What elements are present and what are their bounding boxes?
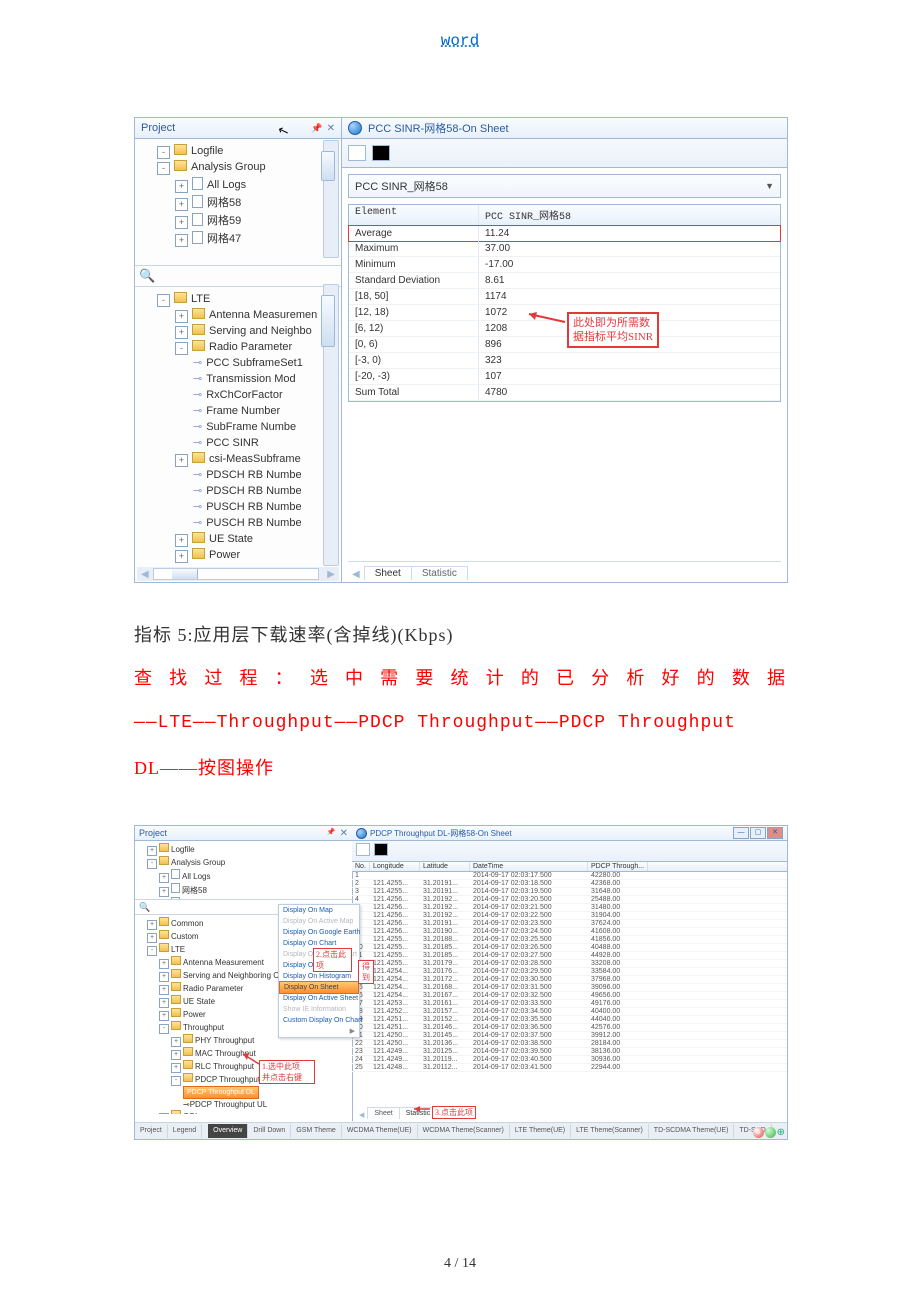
- header-link[interactable]: word: [441, 32, 479, 50]
- globe-icon: [356, 828, 367, 839]
- metric-5-title: 指标 5:应用层下载速率(含掉线)(Kbps): [134, 615, 786, 655]
- co2l2: 并点击右键: [262, 1072, 312, 1083]
- chevron-down-icon: ▼: [765, 181, 774, 191]
- tree-bottom[interactable]: -LTE+Antenna Measuremen+Serving and Neig…: [135, 287, 341, 575]
- callout-goto: 得到: [358, 960, 374, 984]
- stats-grid: Element PCC SINR_网格58 Average11.24Maximu…: [348, 204, 781, 402]
- project-tree-pane: Project ↖ 📌 ✕ -Logfile-Analysis Group+Al…: [135, 118, 342, 582]
- pin-icon[interactable]: 📌: [327, 828, 336, 839]
- col-longitude: Longitude: [370, 862, 420, 871]
- throughput-grid: No. Longitude Latitude DateTime PDCP Thr…: [352, 862, 787, 1072]
- scroll-thumb-top[interactable]: [321, 151, 335, 181]
- status-plus-icon: ⊕: [777, 1127, 785, 1138]
- tree-top[interactable]: -Logfile-Analysis Group+All Logs+网格58+网格…: [135, 139, 341, 266]
- col-latitude: Latitude: [420, 862, 470, 871]
- combo-text: PCC SINR_网格58: [355, 178, 448, 194]
- close-icon[interactable]: ✕: [327, 123, 335, 134]
- close-icon[interactable]: ✕: [340, 828, 348, 839]
- pin-icon[interactable]: 📌: [311, 123, 322, 134]
- callout-select-item: 1.选中此项 并点击右键: [259, 1060, 315, 1084]
- copy-icon[interactable]: [348, 145, 366, 161]
- tab-sheet[interactable]: Sheet: [364, 566, 412, 580]
- page-number: 4 / 14: [444, 1256, 476, 1272]
- save-icon[interactable]: [374, 843, 388, 856]
- co2l1: 1.选中此项: [262, 1061, 312, 1072]
- window-buttons: — ▢ ✕: [733, 827, 783, 839]
- sinr-detail-pane: PCC SINR-网格58-On Sheet PCC SINR_网格58 ▼ E…: [342, 118, 787, 582]
- screenshot-sinr-panel: Project ↖ 📌 ✕ -Logfile-Analysis Group+Al…: [134, 117, 788, 583]
- save-icon[interactable]: [372, 145, 390, 161]
- s2-right-toolbar: [352, 841, 787, 862]
- pane-window-controls: 📌 ✕: [311, 123, 335, 134]
- right-pane-title: PCC SINR-网格58-On Sheet: [342, 118, 787, 139]
- col-throughput: PDCP Through...: [588, 862, 648, 871]
- scroll-thumb-bottom[interactable]: [321, 295, 335, 347]
- s2-right-pane: PDCP Throughput DL-网格58-On Sheet — ▢ ✕ N…: [352, 826, 787, 1121]
- right-tabs: ◀ Sheet Statistic: [348, 561, 781, 580]
- min-icon[interactable]: —: [733, 827, 749, 839]
- h-scroll[interactable]: ◀ ▶: [137, 567, 339, 581]
- scroll-track-bottom[interactable]: [323, 284, 339, 566]
- proc-line-1: 查找过程：选中需要统计的已分析好的数据: [134, 658, 786, 698]
- status-bar: ProjectLegend OverviewDrill DownGSM Them…: [135, 1122, 787, 1139]
- callout-avg-sinr: 此处即为所需数 据指标平均SINR: [567, 312, 659, 348]
- status-red-icon: 5: [753, 1127, 764, 1138]
- callout-click-item: 2.点击此项: [313, 948, 352, 972]
- right-title-text: PCC SINR-网格58-On Sheet: [368, 120, 509, 136]
- close-icon[interactable]: ✕: [767, 827, 783, 839]
- s2-right-tabs: ◀ Sheet Statistic: [356, 1105, 436, 1119]
- tree-search-bar[interactable]: 🔍: [135, 266, 341, 287]
- s2-tree-top[interactable]: +Logfile-Analysis Group+All Logs+网格58+网格…: [135, 841, 352, 900]
- project-pane-title: Project ↖ 📌 ✕: [135, 118, 341, 139]
- s2-right-title: PDCP Throughput DL-网格58-On Sheet — ▢ ✕: [352, 826, 787, 841]
- right-toolbar: [342, 139, 787, 168]
- status-end-icons: 5 ⊕: [753, 1127, 785, 1138]
- s2-project-title: Project 📌✕: [135, 826, 352, 841]
- col-no: No.: [352, 862, 370, 871]
- cursor-icon: ↖: [276, 122, 292, 141]
- tab-prev-icon[interactable]: ◀: [348, 569, 364, 580]
- dataset-combo[interactable]: PCC SINR_网格58 ▼: [348, 174, 781, 198]
- s2-left-pane: Project 📌✕ +Logfile-Analysis Group+All L…: [135, 826, 353, 1121]
- globe-icon: [348, 121, 362, 135]
- proc-line-2: ——LTE——Throughput——PDCP Throughput——PDCP…: [134, 703, 786, 743]
- project-title-text: Project: [141, 122, 175, 134]
- grid-header-value: PCC SINR_网格58: [479, 205, 619, 225]
- status-green-icon: [765, 1127, 776, 1138]
- scroll-track-top[interactable]: [323, 140, 339, 258]
- callout-click-statistic: 3.点击此项: [432, 1106, 476, 1119]
- grid-header-element: Element: [349, 205, 479, 225]
- proc-line-3: DL——按图操作: [134, 748, 786, 788]
- search-icon: 🔍: [139, 268, 155, 284]
- copy-icon[interactable]: [356, 843, 370, 856]
- screenshot-throughput-panel: Project 📌✕ +Logfile-Analysis Group+All L…: [134, 825, 788, 1140]
- tab-statistic[interactable]: Statistic: [411, 566, 468, 580]
- col-datetime: DateTime: [470, 862, 588, 871]
- max-icon[interactable]: ▢: [750, 827, 766, 839]
- tab-sheet[interactable]: Sheet: [367, 1107, 399, 1119]
